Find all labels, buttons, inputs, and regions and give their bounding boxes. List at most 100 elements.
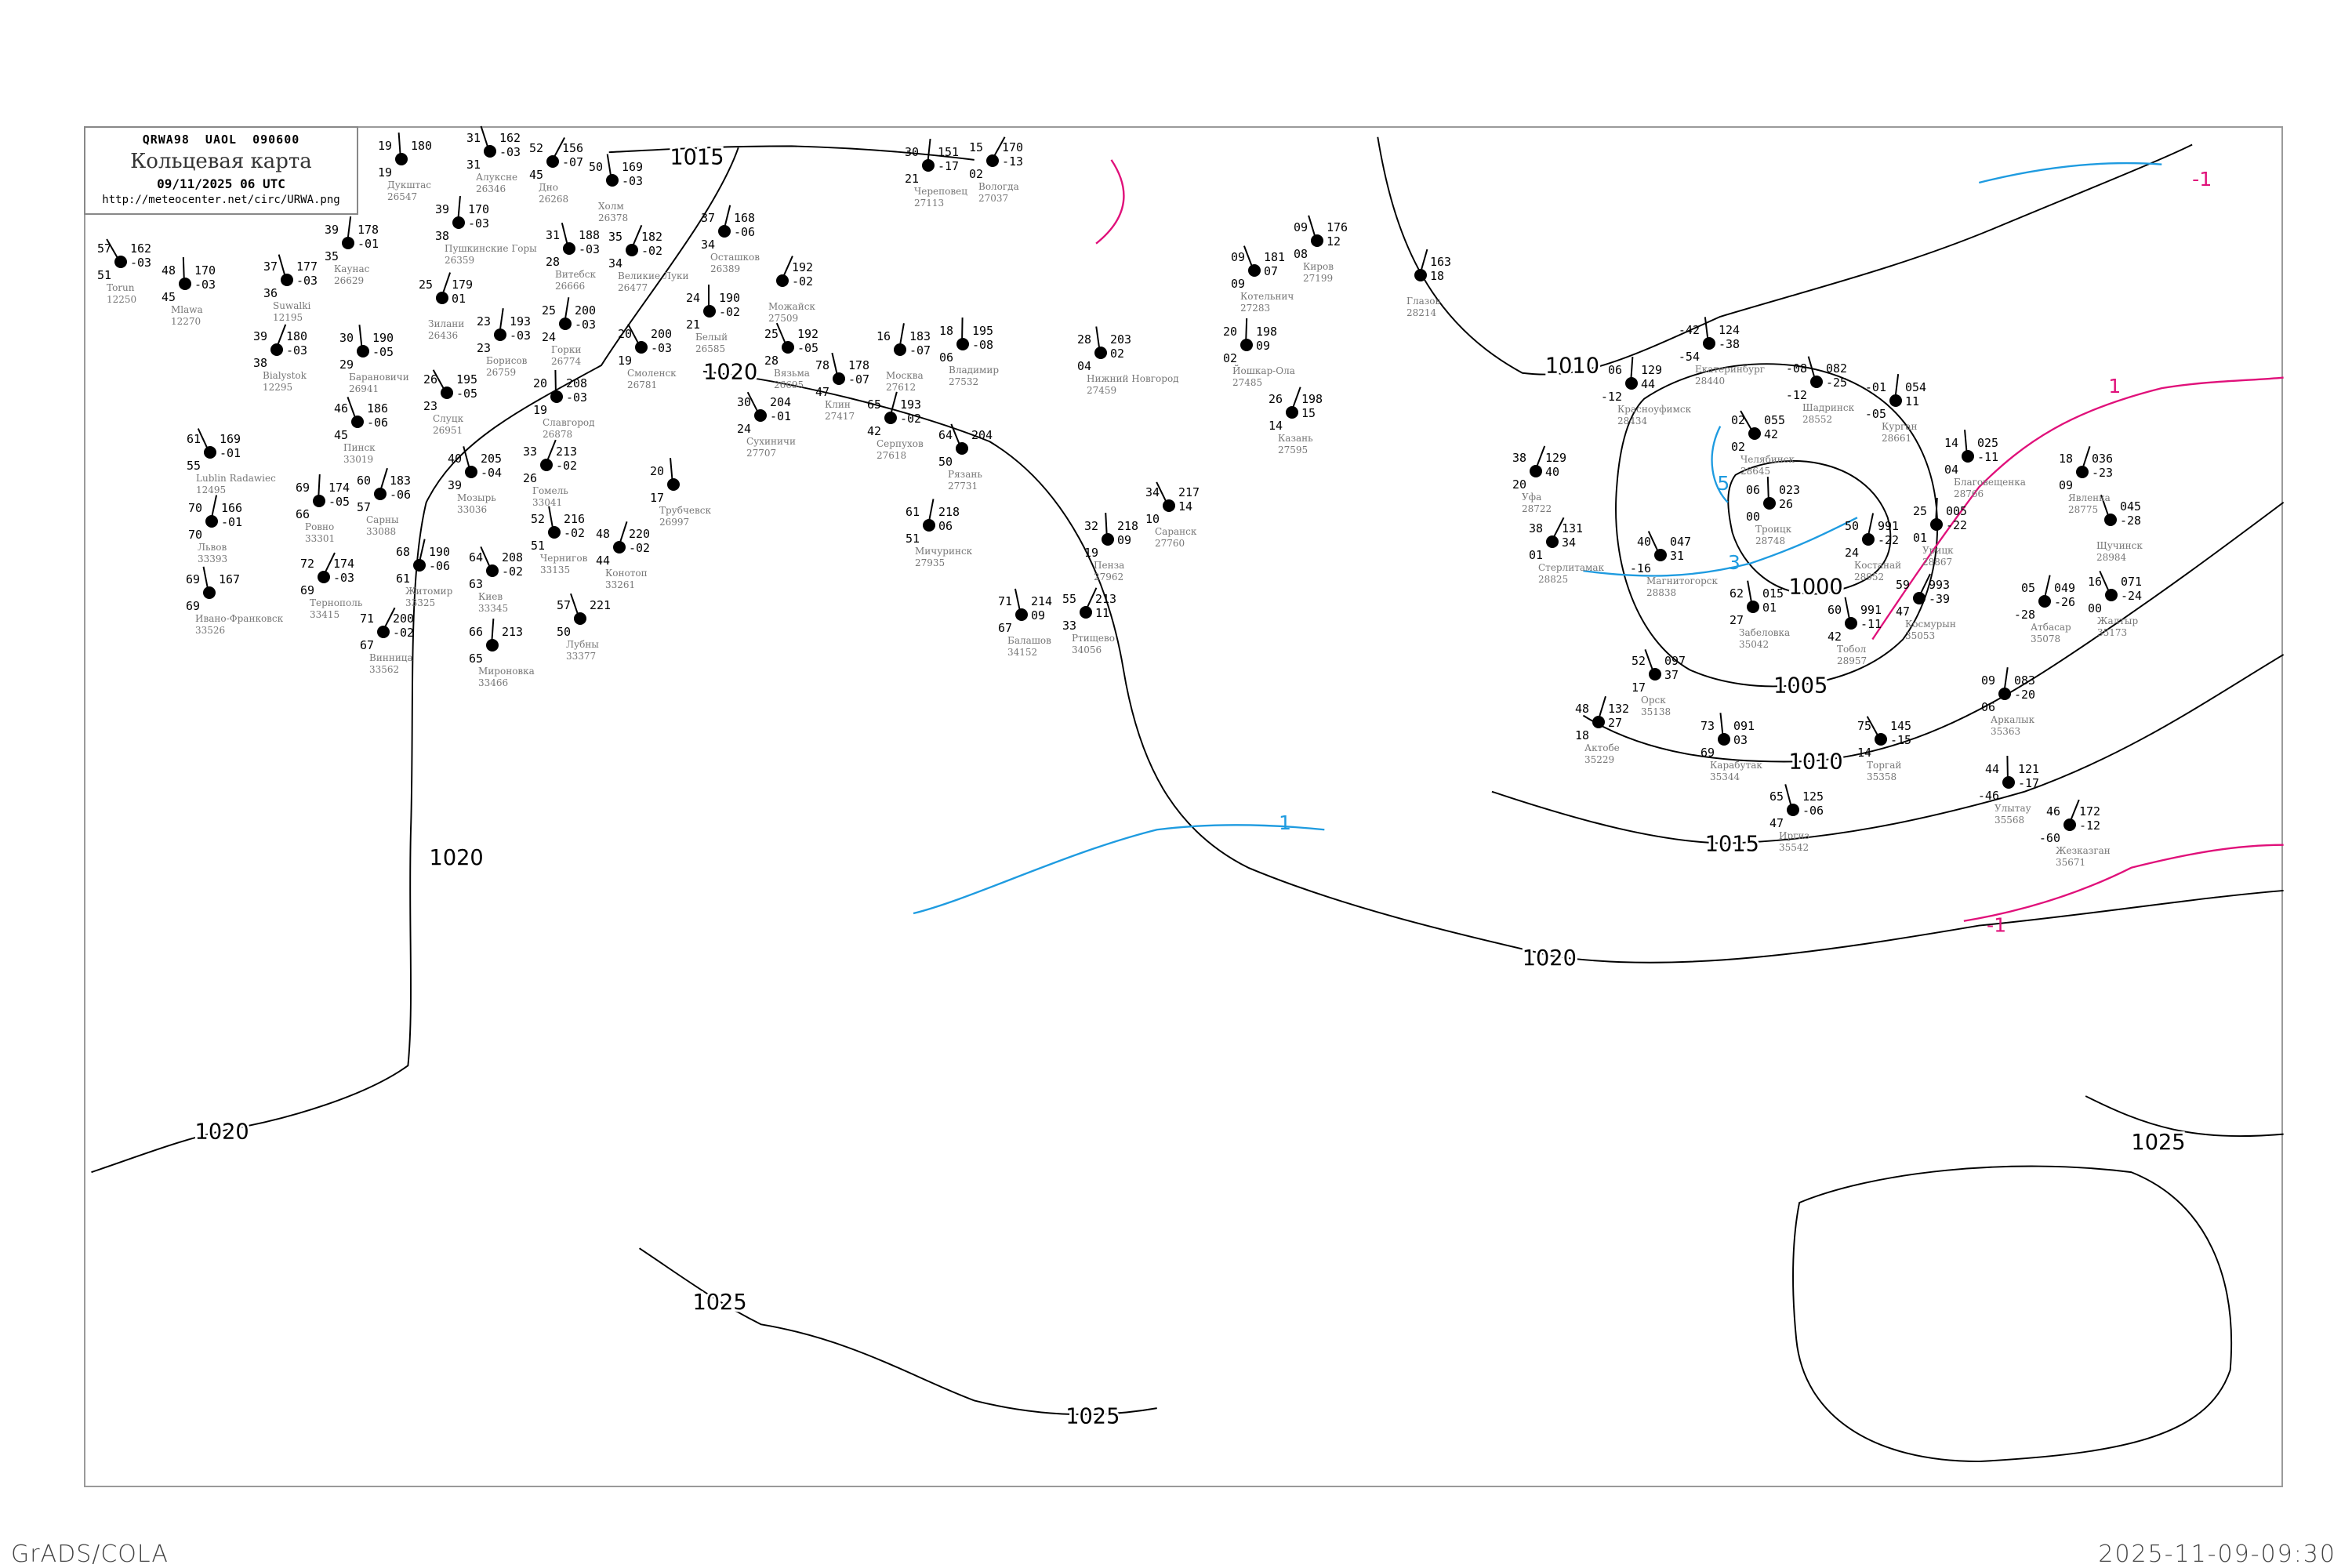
station-name: Горки <box>551 344 582 355</box>
cloud-cover-icon <box>395 153 408 165</box>
pressure-tendency: -02 <box>792 274 814 289</box>
station-name: Атбасар <box>2031 622 2071 633</box>
dewpoint: 50 <box>556 625 571 639</box>
temperature: 32 <box>1083 519 1098 533</box>
station-name: Lublin Radawiec <box>196 473 276 484</box>
isobar-1010-north <box>1377 136 2193 376</box>
pressure-tendency: -22 <box>1878 533 1900 547</box>
cloud-cover-icon <box>546 155 559 168</box>
pressure-tendency: -24 <box>2121 589 2143 603</box>
cloud-cover-icon <box>776 274 789 287</box>
temperature: 34 <box>1145 485 1160 499</box>
cloud-cover-icon <box>2002 776 2015 789</box>
cloud-cover-icon <box>1080 606 1092 619</box>
title-box: QRWA98 UAOL 090600 Кольцевая карта 09/11… <box>84 126 358 215</box>
pressure-tendency: 42 <box>1764 427 1779 441</box>
cloud-cover-icon <box>1625 377 1638 390</box>
pressure: 991 <box>1860 603 1882 617</box>
dewpoint: 19 <box>377 165 392 180</box>
cloud-cover-icon <box>1862 533 1875 546</box>
cloud-cover-icon <box>281 274 293 286</box>
pressure: 190 <box>372 331 394 345</box>
station-name: Трубчевск <box>659 505 711 516</box>
pressure: 170 <box>1002 140 1024 154</box>
pressure-tendency: -11 <box>1860 617 1882 631</box>
station-id: 28645 <box>1740 466 1771 477</box>
station-id: 35138 <box>1641 706 1671 717</box>
cloud-cover-icon <box>1094 347 1107 359</box>
dewpoint: 24 <box>541 330 556 344</box>
dewpoint: 69 <box>299 583 314 597</box>
temperature: 16 <box>876 329 891 343</box>
station-name: Bialystok <box>263 370 307 381</box>
cloud-cover-icon <box>1546 535 1559 548</box>
dewpoint: 09 <box>1230 277 1245 291</box>
cloud-cover-icon <box>441 387 453 399</box>
temperature: 65 <box>866 397 881 412</box>
station-name: Актобе <box>1584 742 1620 753</box>
dewpoint: 69 <box>1700 746 1715 760</box>
station-name: Глазов <box>1406 296 1441 307</box>
station-name: Винница <box>369 652 413 663</box>
pressure: 204 <box>971 428 993 442</box>
station-id: 35078 <box>2031 633 2061 644</box>
station-name: Вологда <box>978 181 1019 192</box>
temperature: 57 <box>556 598 571 612</box>
temperature: 44 <box>1984 762 1999 776</box>
pressure-tendency: -06 <box>1802 804 1824 818</box>
pressure-tendency: -20 <box>2014 688 2036 702</box>
station-name: Стерлитамак <box>1538 562 1605 573</box>
temperature: 65 <box>1769 789 1784 804</box>
isobar-label: 1010 <box>1789 750 1843 775</box>
station-id: 26389 <box>710 263 741 274</box>
dewpoint: 50 <box>938 455 953 469</box>
temperature: 05 <box>2020 581 2035 595</box>
station-id: 26759 <box>486 367 517 378</box>
isotherm-label: 5 <box>1717 472 1730 495</box>
pressure: 055 <box>1764 413 1786 427</box>
isobar-label: 1020 <box>195 1120 249 1144</box>
station-name: Мироновка <box>478 666 535 677</box>
station-name: Клин <box>825 399 851 410</box>
pressure-tendency: 14 <box>1178 499 1193 514</box>
pressure-tendency: -03 <box>622 174 644 188</box>
temperature: 30 <box>339 331 354 345</box>
temperature: 19 <box>377 139 392 153</box>
cloud-cover-icon <box>2105 589 2118 601</box>
pressure: 163 <box>1430 255 1452 269</box>
cloud-cover-icon <box>1240 339 1253 351</box>
cloud-cover-icon <box>667 478 680 491</box>
source-url[interactable]: http://meteocenter.net/circ/URWA.png <box>102 194 340 206</box>
temperature: 48 <box>595 527 610 541</box>
isobar-1025-east <box>2085 1095 2284 1138</box>
station-id: 33562 <box>369 664 400 675</box>
cloud-cover-icon <box>956 338 969 350</box>
pressure: 049 <box>2054 581 2076 595</box>
isobar-label: 1020 <box>430 846 484 870</box>
station-id: 12250 <box>107 294 137 305</box>
dewpoint: 17 <box>649 491 664 505</box>
station-name: Лубны <box>566 639 599 650</box>
isobar-label: 1005 <box>1773 673 1828 698</box>
cloud-cover-icon <box>1248 264 1261 277</box>
pressure: 213 <box>502 625 524 639</box>
pressure-tendency: -01 <box>770 409 792 423</box>
dewpoint: 06 <box>938 350 953 365</box>
cloud-cover-icon <box>436 292 448 304</box>
isobar-1005 <box>1615 363 1938 688</box>
temperature: 61 <box>905 505 920 519</box>
cloud-cover-icon <box>1592 716 1605 728</box>
pressure: 213 <box>556 445 578 459</box>
cloud-cover-icon <box>1703 337 1715 350</box>
pressure-tendency: -07 <box>562 155 584 169</box>
cloud-cover-icon <box>635 341 648 354</box>
cloud-cover-icon <box>1311 234 1323 247</box>
pressure-tendency: 06 <box>938 519 953 533</box>
station-id: 27037 <box>978 193 1009 204</box>
isobar-label: 1015 <box>1705 832 1759 856</box>
cloud-cover-icon <box>413 559 426 572</box>
cloud-cover-icon <box>1654 549 1667 561</box>
pressure: 156 <box>562 141 584 155</box>
station-name: Пушкинские Горы <box>445 243 537 254</box>
